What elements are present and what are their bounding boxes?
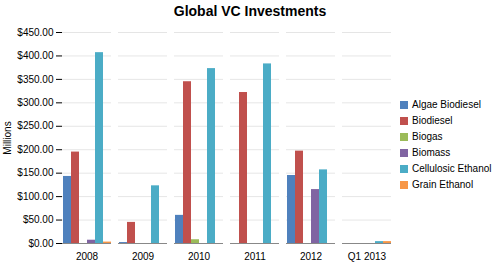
- svg-text:$0.00: $0.00: [28, 238, 53, 249]
- html-text:Grain Ethanol: Grain Ethanol: [412, 179, 474, 190]
- svg-text:$250.00: $250.00: [17, 120, 54, 131]
- svg-text:2011: 2011: [244, 251, 266, 262]
- svg-text:$50.00: $50.00: [23, 214, 54, 225]
- svg-text:2012: 2012: [300, 251, 323, 262]
- html-text:Biodiesel: Biodiesel: [412, 115, 453, 126]
- svg-text:Q1 2013: Q1 2013: [348, 251, 387, 262]
- svg-text:Millions: Millions: [2, 121, 13, 154]
- svg-text:$450.00: $450.00: [17, 27, 54, 38]
- svg-text:$200.00: $200.00: [17, 144, 54, 155]
- html-text:Biomass: Biomass: [412, 147, 451, 158]
- svg-text:$150.00: $150.00: [17, 167, 54, 178]
- html-text:Cellulosic Ethanol: Cellulosic Ethanol: [412, 163, 492, 174]
- svg-text:$100.00: $100.00: [17, 191, 54, 202]
- svg-text:2008: 2008: [76, 251, 99, 262]
- html-text:Global VC Investments: Global VC Investments: [173, 3, 327, 19]
- svg-text:2009: 2009: [132, 251, 155, 262]
- svg-text:2010: 2010: [188, 251, 211, 262]
- svg-text:$350.00: $350.00: [17, 74, 54, 85]
- svg-text:$400.00: $400.00: [17, 50, 54, 61]
- svg-text:$300.00: $300.00: [17, 97, 54, 108]
- html-text:Algae Biodiesel: Algae Biodiesel: [412, 99, 481, 110]
- html-text:Biogas: Biogas: [412, 131, 443, 142]
